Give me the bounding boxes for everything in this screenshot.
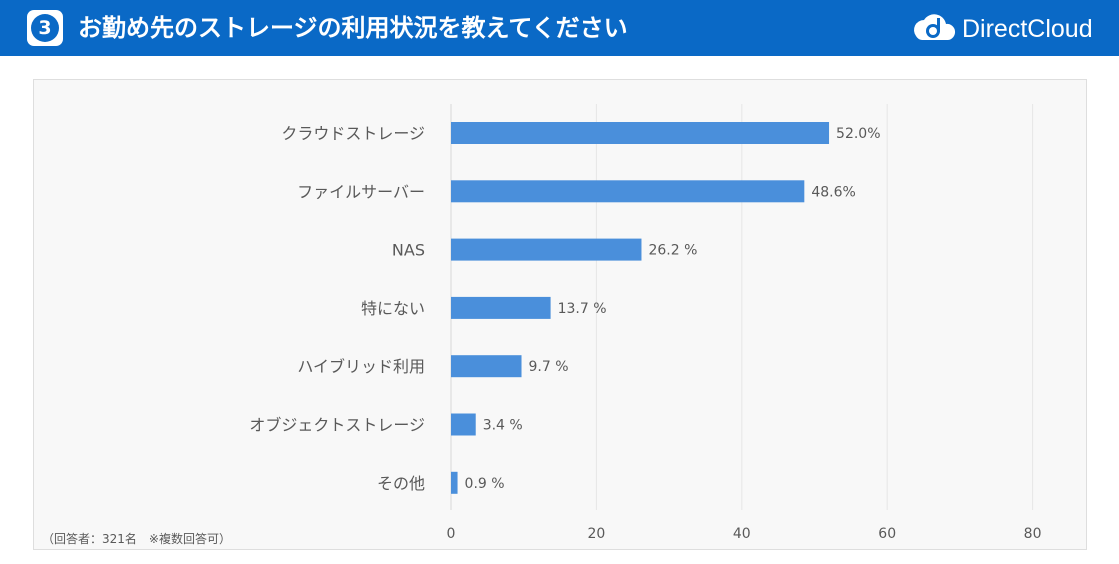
data-label: 13.7 % <box>558 301 607 317</box>
respondent-note: （回答者：321名 ※複数回答可） <box>42 532 231 546</box>
header-banner: 3 お勤め先のストレージの利用状況を教えてください DirectCloud <box>0 0 1119 56</box>
bar <box>451 180 805 203</box>
chart-panel: 0 20 40 60 80 クラウドストレージ 52.0% ファイルサーバー 48.6% NAS 2… <box>33 79 1087 550</box>
x-tick-label: 60 <box>878 526 896 542</box>
x-tick-label: 80 <box>1024 526 1042 542</box>
data-label: 48.6% <box>811 184 855 200</box>
category-label: NAS <box>392 241 425 260</box>
x-tick-label: 20 <box>587 526 605 542</box>
bar <box>451 413 476 436</box>
x-tick-label: 0 <box>447 526 456 542</box>
logo-text: DirectCloud <box>962 15 1093 43</box>
question-badge: 3 <box>27 10 63 46</box>
category-label: オブジェクトストレージ <box>249 416 425 435</box>
question-number: 3 <box>31 14 59 42</box>
cloud-d-logo-icon <box>914 14 956 40</box>
brand-logo: DirectCloud <box>912 10 1112 46</box>
bar <box>451 355 522 378</box>
category-label: その他 <box>377 474 425 493</box>
bar <box>451 238 642 261</box>
category-label: クラウドストレージ <box>281 124 425 143</box>
data-label: 9.7 % <box>529 359 569 375</box>
bar <box>451 122 830 144</box>
data-label: 26.2 % <box>648 243 697 259</box>
category-label: 特にない <box>361 299 425 318</box>
bar <box>451 471 458 494</box>
data-label: 52.0% <box>836 126 880 142</box>
category-label: ハイブリッド利用 <box>297 357 425 376</box>
category-label: ファイルサーバー <box>297 182 425 201</box>
bar <box>451 296 551 319</box>
x-tick-label: 40 <box>733 526 751 542</box>
page-title: お勤め先のストレージの利用状況を教えてください <box>78 14 628 42</box>
data-label: 3.4 % <box>483 418 523 434</box>
data-label: 0.9 % <box>465 476 505 492</box>
bar-chart: 0 20 40 60 80 クラウドストレージ 52.0% ファイルサーバー 48.6% NAS 2… <box>249 104 1042 542</box>
